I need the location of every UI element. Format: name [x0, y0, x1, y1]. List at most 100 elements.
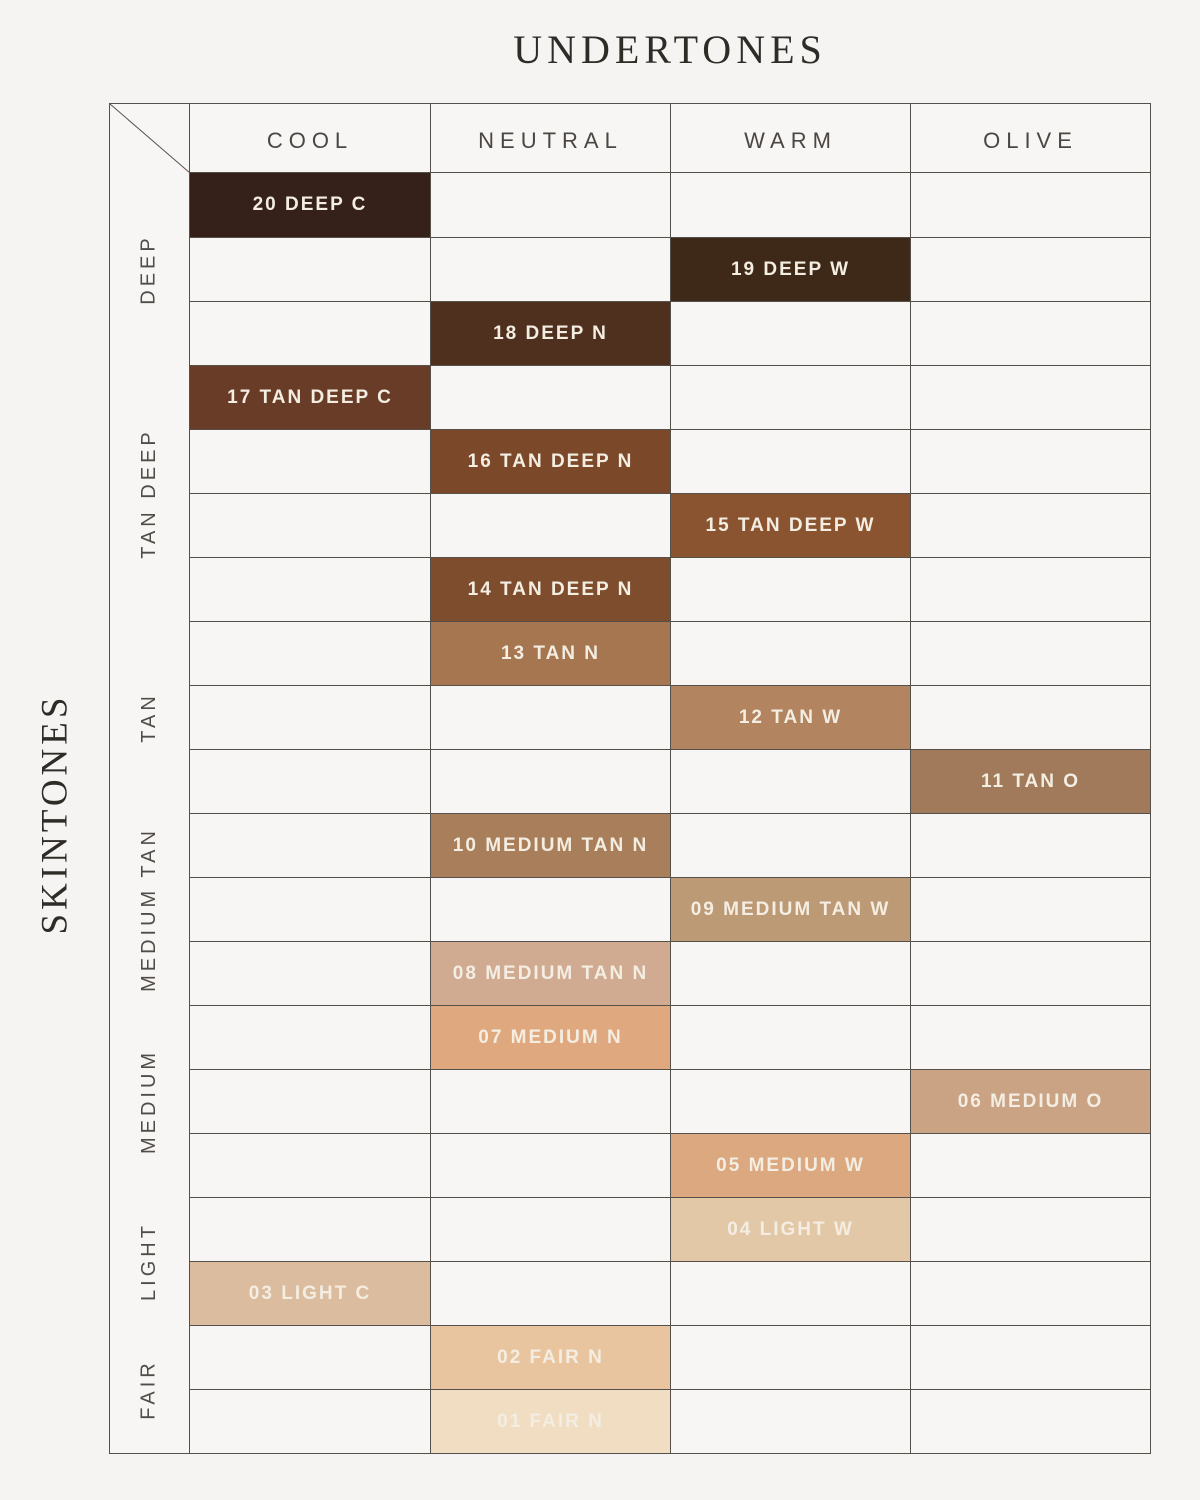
empty-cell: [910, 1389, 1150, 1453]
empty-cell: [910, 813, 1150, 877]
empty-cell: [670, 1389, 910, 1453]
empty-cell: [910, 621, 1150, 685]
empty-cell: [190, 941, 430, 1005]
empty-cell: [910, 173, 1150, 237]
empty-cell: [670, 1325, 910, 1389]
row-group-label-text: TAN DEEP: [138, 427, 161, 559]
empty-cell: [910, 877, 1150, 941]
row-group-label-tan: TAN: [110, 621, 189, 813]
empty-cell: [430, 493, 670, 557]
shade-cell-20-deep-c: 20 DEEP C: [190, 173, 430, 237]
row-group-label-text: LIGHT: [138, 1221, 160, 1301]
empty-cell: [910, 1005, 1150, 1069]
empty-cell: [190, 685, 430, 749]
row-group-label-medium-tan: MEDIUM TAN: [110, 813, 189, 1005]
empty-cell: [430, 173, 670, 237]
row-group-label-light: LIGHT: [110, 1197, 189, 1325]
row-group-label-deep: DEEP: [110, 173, 189, 365]
empty-cell: [670, 365, 910, 429]
shade-cell-05-medium-w: 05 MEDIUM W: [670, 1133, 910, 1197]
row-group-label-text: MEDIUM: [138, 1048, 161, 1154]
shade-cell-02-fair-n: 02 FAIR N: [430, 1325, 670, 1389]
empty-cell: [190, 1389, 430, 1453]
shade-cell-14-tan-deep-n: 14 TAN DEEP N: [430, 557, 670, 621]
empty-cell: [190, 1197, 430, 1261]
shade-matrix-grid: DEEP TAN DEEP TAN MEDIUM TAN MEDIUM LIGHT FAIR…: [109, 103, 1151, 1454]
undertone-header-row: COOL NEUTRAL WARM OLIVE: [190, 104, 1150, 173]
empty-cell: [910, 1325, 1150, 1389]
row-group-label-text: TAN: [137, 691, 160, 743]
column-header-cool: COOL: [266, 128, 354, 153]
empty-cell: [430, 1261, 670, 1325]
shade-cell-13-tan-n: 13 TAN N: [430, 621, 670, 685]
empty-cell: [910, 301, 1150, 365]
empty-cell: [910, 685, 1150, 749]
empty-cell: [670, 813, 910, 877]
shade-cell-17-tan-deep-c: 17 TAN DEEP C: [190, 365, 430, 429]
shade-cell-01-fair-n: 01 FAIR N: [430, 1389, 670, 1453]
shade-cell-16-tan-deep-n: 16 TAN DEEP N: [430, 429, 670, 493]
empty-cell: [190, 557, 430, 621]
empty-cell: [430, 877, 670, 941]
shade-cell-18-deep-n: 18 DEEP N: [430, 301, 670, 365]
shade-cell-12-tan-w: 12 TAN W: [670, 685, 910, 749]
empty-cell: [670, 429, 910, 493]
empty-cell: [190, 813, 430, 877]
corner-cell: [110, 104, 189, 173]
empty-cell: [910, 365, 1150, 429]
empty-cell: [910, 557, 1150, 621]
row-group-label-text: DEEP: [138, 233, 160, 305]
shade-cell-07-medium-n: 07 MEDIUM N: [430, 1005, 670, 1069]
empty-cell: [190, 237, 430, 301]
empty-cell: [190, 621, 430, 685]
row-group-label-tan-deep: TAN DEEP: [110, 365, 189, 621]
empty-cell: [430, 1133, 670, 1197]
empty-cell: [670, 1261, 910, 1325]
empty-cell: [910, 1133, 1150, 1197]
empty-cell: [190, 429, 430, 493]
shade-cell-19-deep-w: 19 DEEP W: [670, 237, 910, 301]
empty-cell: [190, 877, 430, 941]
shade-cell-15-tan-deep-w: 15 TAN DEEP W: [670, 493, 910, 557]
empty-cell: [430, 1069, 670, 1133]
column-header-olive: OLIVE: [910, 104, 1150, 172]
empty-cell: [910, 429, 1150, 493]
empty-cell: [670, 1069, 910, 1133]
chart-title: UNDERTONES: [513, 27, 827, 72]
empty-cell: [670, 173, 910, 237]
empty-cell: [670, 1005, 910, 1069]
empty-cell: [670, 749, 910, 813]
shade-matrix-body: 20 DEEP C 19 DEEP W 18 DEEP N 17 TAN DEEP C…: [190, 173, 1150, 1453]
empty-cell: [910, 1197, 1150, 1261]
column-header-neutral: NEUTRAL: [430, 104, 670, 172]
empty-cell: [910, 493, 1150, 557]
empty-cell: [670, 941, 910, 1005]
empty-cell: [190, 493, 430, 557]
column-header-warm: WARM: [670, 104, 910, 172]
row-group-label-fair: FAIR: [110, 1325, 189, 1453]
shade-cell-08-medium-tan-n: 08 MEDIUM TAN N: [430, 941, 670, 1005]
shade-cell-03-light-c: 03 LIGHT C: [190, 1261, 430, 1325]
empty-cell: [190, 301, 430, 365]
row-group-label-text: MEDIUM TAN: [138, 826, 161, 992]
row-group-label-medium: MEDIUM: [110, 1005, 189, 1197]
shade-cell-11-tan-o: 11 TAN O: [910, 749, 1150, 813]
empty-cell: [670, 621, 910, 685]
shade-cell-04-light-w: 04 LIGHT W: [670, 1197, 910, 1261]
empty-cell: [190, 749, 430, 813]
shade-cell-10-medium-tan-n: 10 MEDIUM TAN N: [430, 813, 670, 877]
empty-cell: [190, 1005, 430, 1069]
empty-cell: [430, 237, 670, 301]
empty-cell: [190, 1133, 430, 1197]
empty-cell: [190, 1325, 430, 1389]
empty-cell: [190, 1069, 430, 1133]
empty-cell: [670, 301, 910, 365]
row-group-label-text: FAIR: [137, 1358, 160, 1420]
empty-cell: [910, 941, 1150, 1005]
skintone-label-column: DEEP TAN DEEP TAN MEDIUM TAN MEDIUM LIGHT FAIR: [110, 104, 190, 1453]
empty-cell: [910, 1261, 1150, 1325]
empty-cell: [430, 685, 670, 749]
shade-cell-09-medium-tan-w: 09 MEDIUM TAN W: [670, 877, 910, 941]
empty-cell: [670, 557, 910, 621]
